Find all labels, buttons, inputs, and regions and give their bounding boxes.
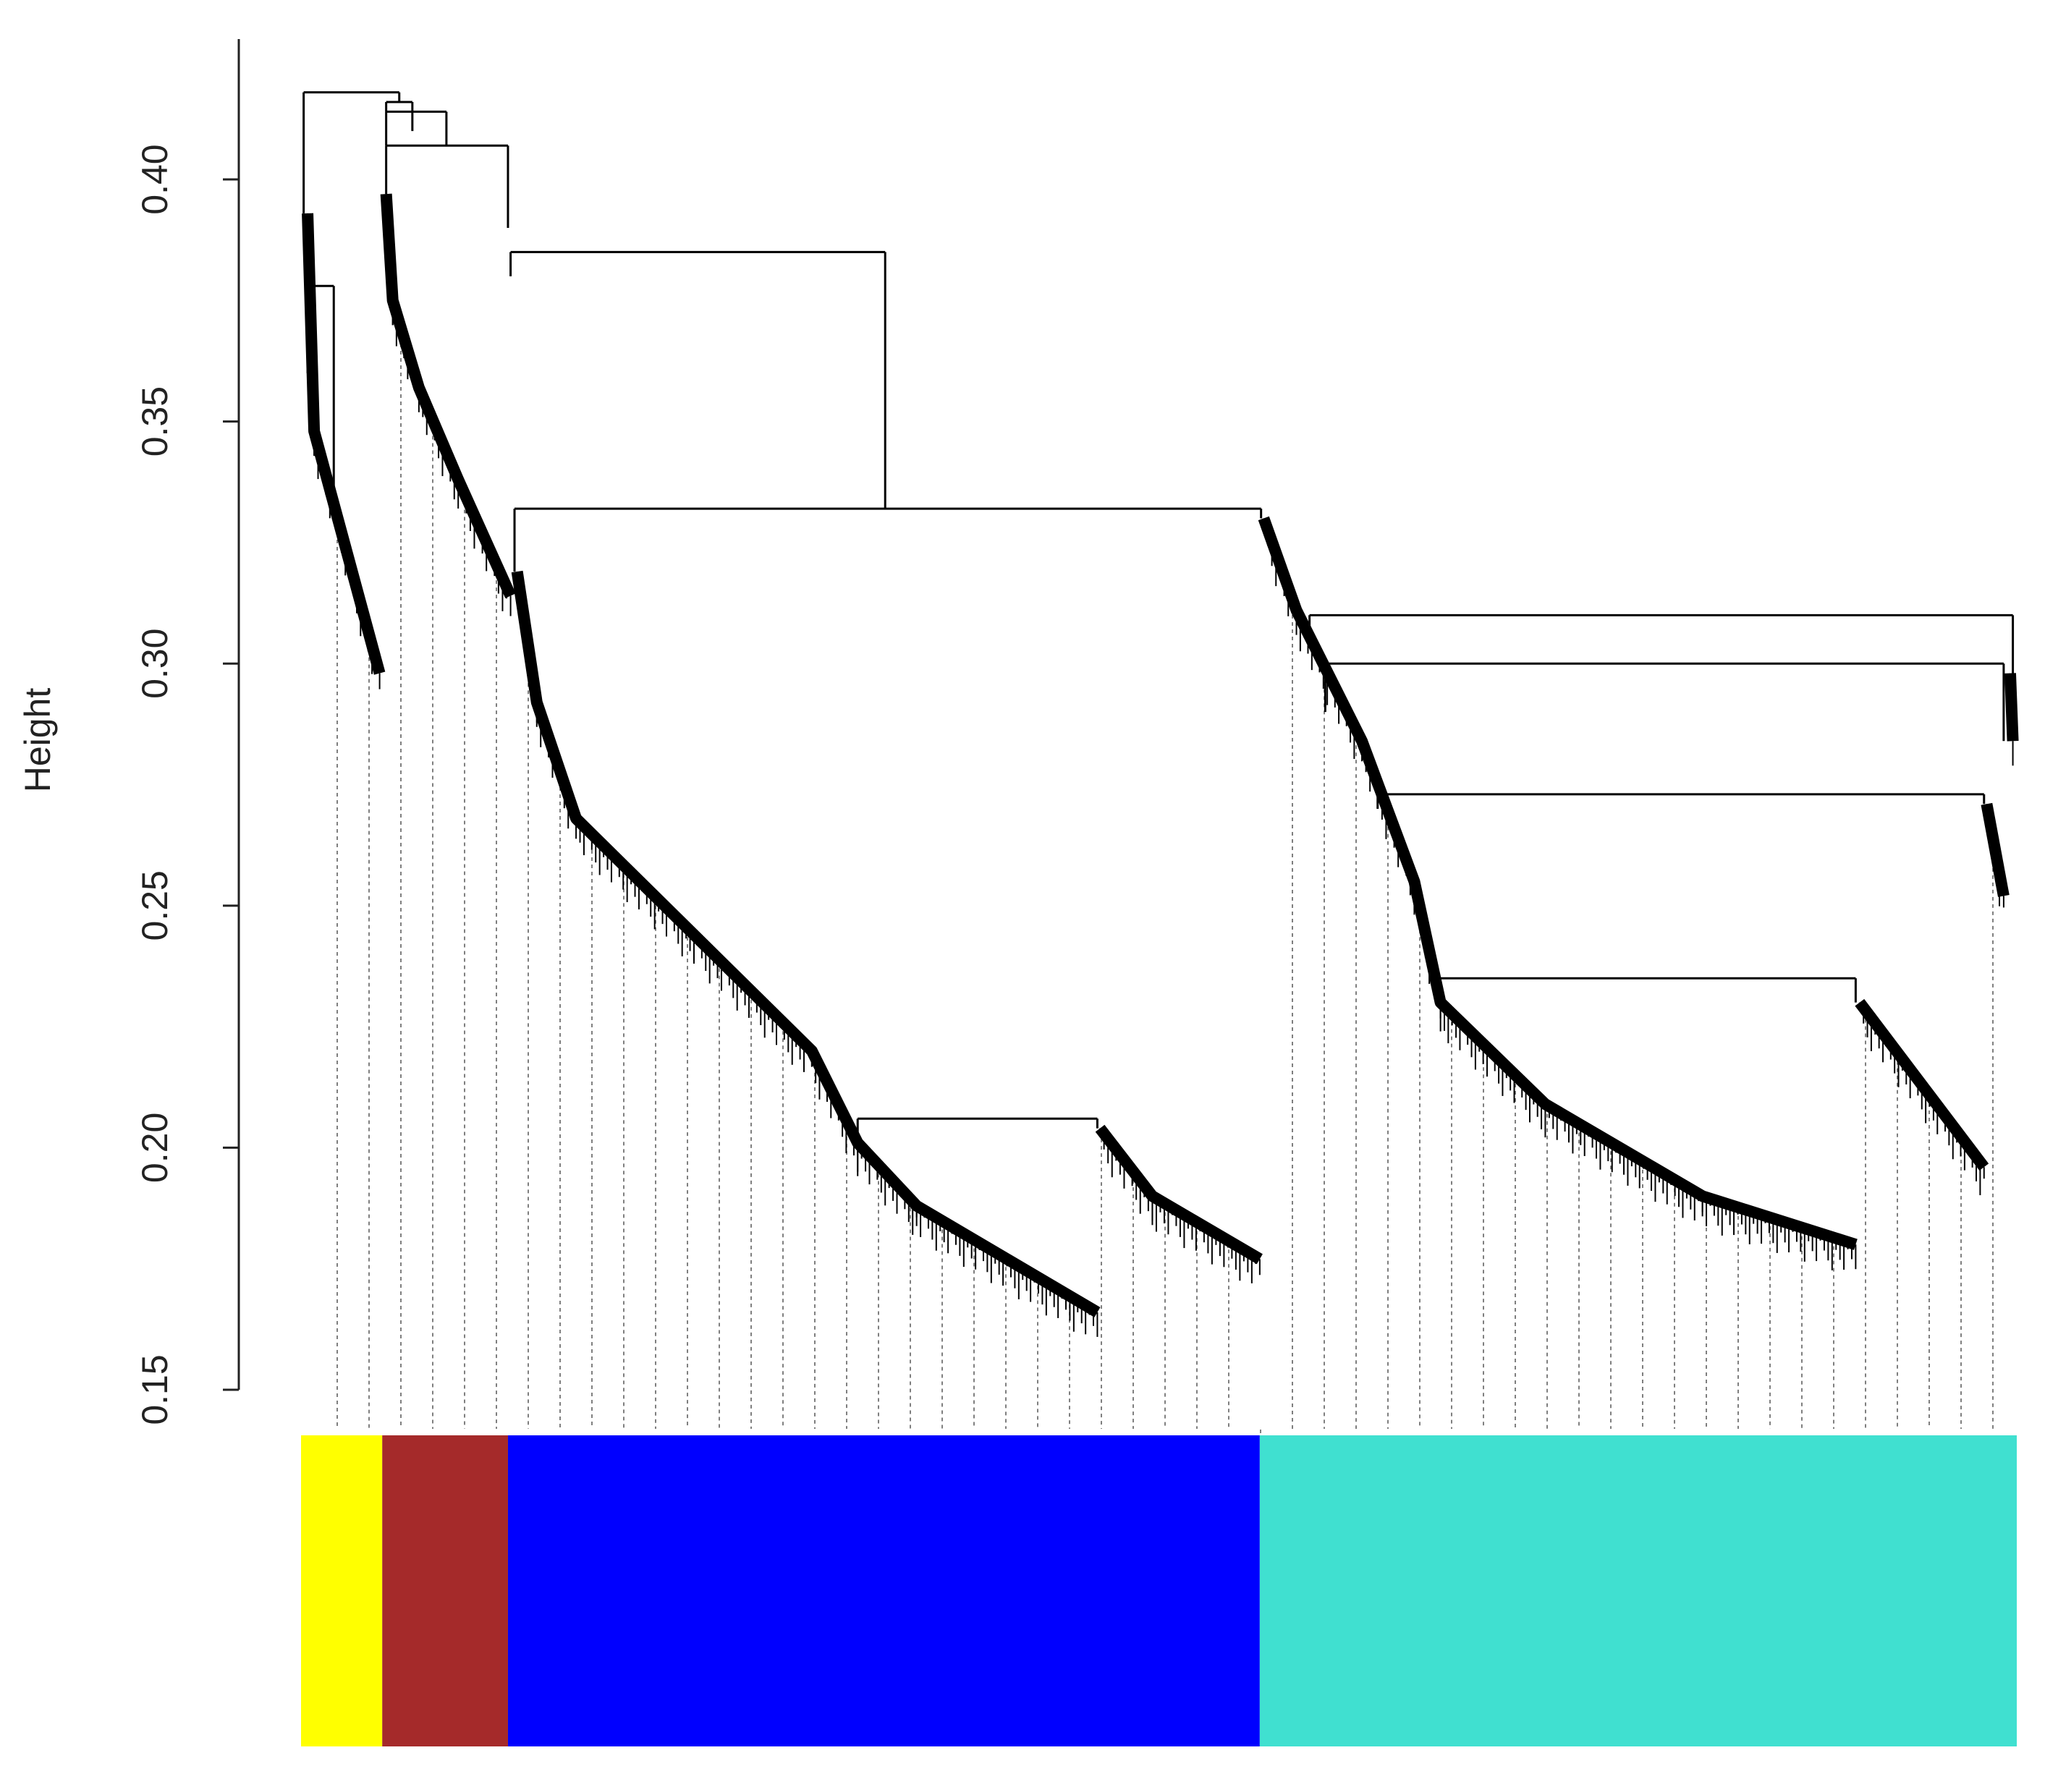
module-color [301,1435,383,1746]
module-color [1259,1435,2017,1746]
y-axis-label: Height [17,688,58,793]
branch [1258,516,1858,1250]
y-tick-label: 0.25 [135,870,175,940]
branch [380,193,516,598]
module-color [507,1435,1260,1746]
y-tick-label: 0.40 [135,144,175,214]
y-tick-label: 0.20 [135,1113,175,1183]
y-tick-label: 0.30 [135,629,175,699]
branch [511,570,1101,1317]
branch [302,213,386,675]
module-color [382,1435,508,1746]
y-tick-label: 0.35 [135,386,175,457]
y-tick-label: 0.15 [135,1354,175,1424]
branch [1095,1124,1263,1265]
